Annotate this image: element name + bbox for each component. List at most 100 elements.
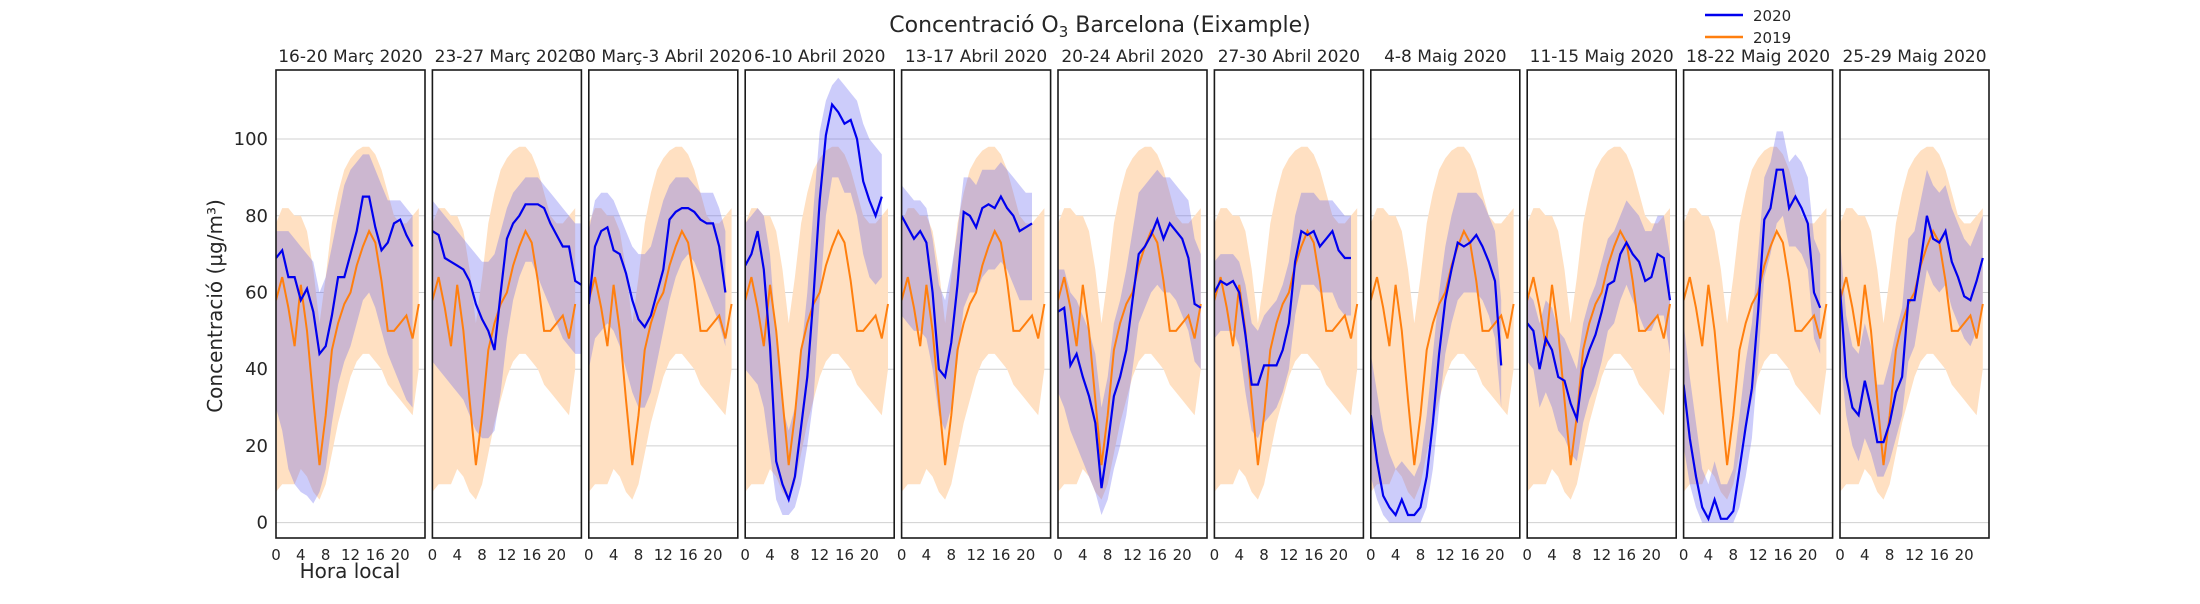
panel-bands — [1840, 146, 1984, 500]
x-tick-label: 16 — [1148, 546, 1167, 564]
panel: 4-8 Maig 2020 0 4 8 12 16 20 — [1366, 47, 1521, 564]
y-tick-label: 100 — [234, 129, 268, 150]
x-tick-label: 12 — [1905, 546, 1924, 564]
x-tick-label: 8 — [1416, 546, 1426, 564]
y-tick-label: 0 — [257, 513, 268, 534]
x-tick-label: 4 — [1547, 546, 1557, 564]
band-2019 — [276, 146, 419, 500]
line-2020 — [1214, 228, 1351, 386]
x-tick-label: 8 — [321, 546, 331, 564]
line-2019 — [745, 228, 889, 466]
x-tick-label: 8 — [1728, 546, 1738, 564]
band-2020 — [1214, 192, 1351, 439]
band-2020 — [1527, 200, 1670, 462]
x-tick-label: 16 — [1930, 546, 1949, 564]
x-tick-label: 4 — [1078, 546, 1088, 564]
line-2020 — [1683, 168, 1822, 522]
x-tick-label: 16 — [366, 546, 385, 564]
line-2019 — [1527, 228, 1671, 466]
x-tick-label: 8 — [1103, 546, 1113, 564]
panel-title: 18-22 Maig 2020 — [1686, 47, 1830, 67]
x-tick-label: 0 — [1366, 546, 1376, 564]
panel: 16-20 Març 2020 0 4 8 12 16 20 — [271, 47, 426, 564]
legend-label-2020: 2020 — [1753, 7, 1791, 25]
x-tick-label: 16 — [1304, 546, 1323, 564]
panel-frame — [744, 69, 896, 539]
line-2020 — [1527, 240, 1672, 424]
x-tick-label: 20 — [1798, 546, 1817, 564]
panel-bands — [588, 146, 733, 500]
x-tick-label: 12 — [497, 546, 516, 564]
panel-frame — [1370, 69, 1521, 539]
x-tick-label: 20 — [703, 546, 722, 564]
panel-bands — [432, 146, 582, 500]
y-axis-label: Concentració (µg/m³) — [203, 199, 227, 413]
x-tick-label: 16 — [679, 546, 698, 564]
panel-title: 13-17 Abril 2020 — [905, 47, 1047, 67]
band-2019 — [745, 146, 888, 500]
x-tick-label: 4 — [922, 546, 932, 564]
x-tick-label: 8 — [790, 546, 800, 564]
x-tick-label: 4 — [1860, 546, 1870, 564]
x-tick-label: 0 — [271, 546, 281, 564]
band-2019 — [1683, 146, 1827, 500]
y-tick-label: 40 — [245, 359, 268, 380]
y-tick-label: 20 — [245, 436, 268, 457]
panel-title: 25-29 Maig 2020 — [1842, 47, 1986, 67]
x-tick-label: 12 — [1592, 546, 1611, 564]
x-tick-label: 0 — [740, 546, 750, 564]
line-2019 — [1683, 228, 1828, 466]
x-tick-label: 20 — [1016, 546, 1035, 564]
band-2020 — [1370, 192, 1502, 523]
panel-title: 27-30 Abril 2020 — [1218, 47, 1360, 67]
line-2019 — [1214, 228, 1359, 466]
x-tick-label: 12 — [341, 546, 360, 564]
x-axis-label: Hora local — [300, 559, 401, 583]
line-2019 — [432, 228, 577, 466]
panel: 27-30 Abril 2020 0 4 8 12 16 20 — [1210, 47, 1365, 564]
panel-bands — [745, 77, 889, 515]
x-tick-label: 20 — [860, 546, 879, 564]
band-2019 — [432, 146, 576, 500]
line-2019 — [588, 228, 733, 466]
band-2019 — [1214, 146, 1358, 500]
x-tick-label: 20 — [1329, 546, 1348, 564]
x-tick-label: 4 — [1391, 546, 1401, 564]
x-tick-label: 16 — [991, 546, 1010, 564]
chart-title-suffix: Barcelona (Eixample) — [1068, 13, 1310, 38]
x-tick-label: 12 — [1279, 546, 1298, 564]
band-2019 — [901, 146, 1045, 500]
band-2019 — [588, 146, 732, 500]
panel-frame — [587, 69, 739, 539]
panel: 13-17 Abril 2020 0 4 8 12 16 20 — [897, 47, 1052, 564]
panel-bands — [276, 146, 420, 504]
panel-title: 30 Març-3 Abril 2020 — [574, 47, 752, 67]
line-2020 — [1840, 215, 1984, 444]
x-tick-label: 20 — [391, 546, 410, 564]
x-tick-label: 0 — [897, 546, 907, 564]
panel: 18-22 Maig 2020 0 4 8 12 16 20 — [1679, 47, 1834, 564]
x-tick-label: 20 — [1485, 546, 1504, 564]
x-tick-label: 12 — [967, 546, 986, 564]
x-tick-label: 20 — [1173, 546, 1192, 564]
y-tick-label: 60 — [245, 282, 268, 303]
x-tick-label: 16 — [1773, 546, 1792, 564]
panel-title: 6-10 Abril 2020 — [754, 47, 886, 67]
x-tick-label: 8 — [1572, 546, 1582, 564]
legend-label-2019: 2019 — [1753, 29, 1791, 47]
line-2020 — [1058, 216, 1202, 489]
band-2020 — [1058, 169, 1201, 515]
panel-bands — [1683, 131, 1828, 523]
panel-title: 4-8 Maig 2020 — [1384, 47, 1506, 67]
panel-frame — [1057, 69, 1208, 539]
band-2020 — [1840, 169, 1983, 477]
line-2020 — [901, 194, 1033, 380]
panel-title: 11-15 Maig 2020 — [1530, 47, 1674, 67]
x-tick-label: 0 — [1210, 546, 1220, 564]
panel: 11-15 Maig 2020 0 4 8 12 16 20 — [1522, 47, 1677, 564]
x-tick-label: 12 — [1749, 546, 1768, 564]
